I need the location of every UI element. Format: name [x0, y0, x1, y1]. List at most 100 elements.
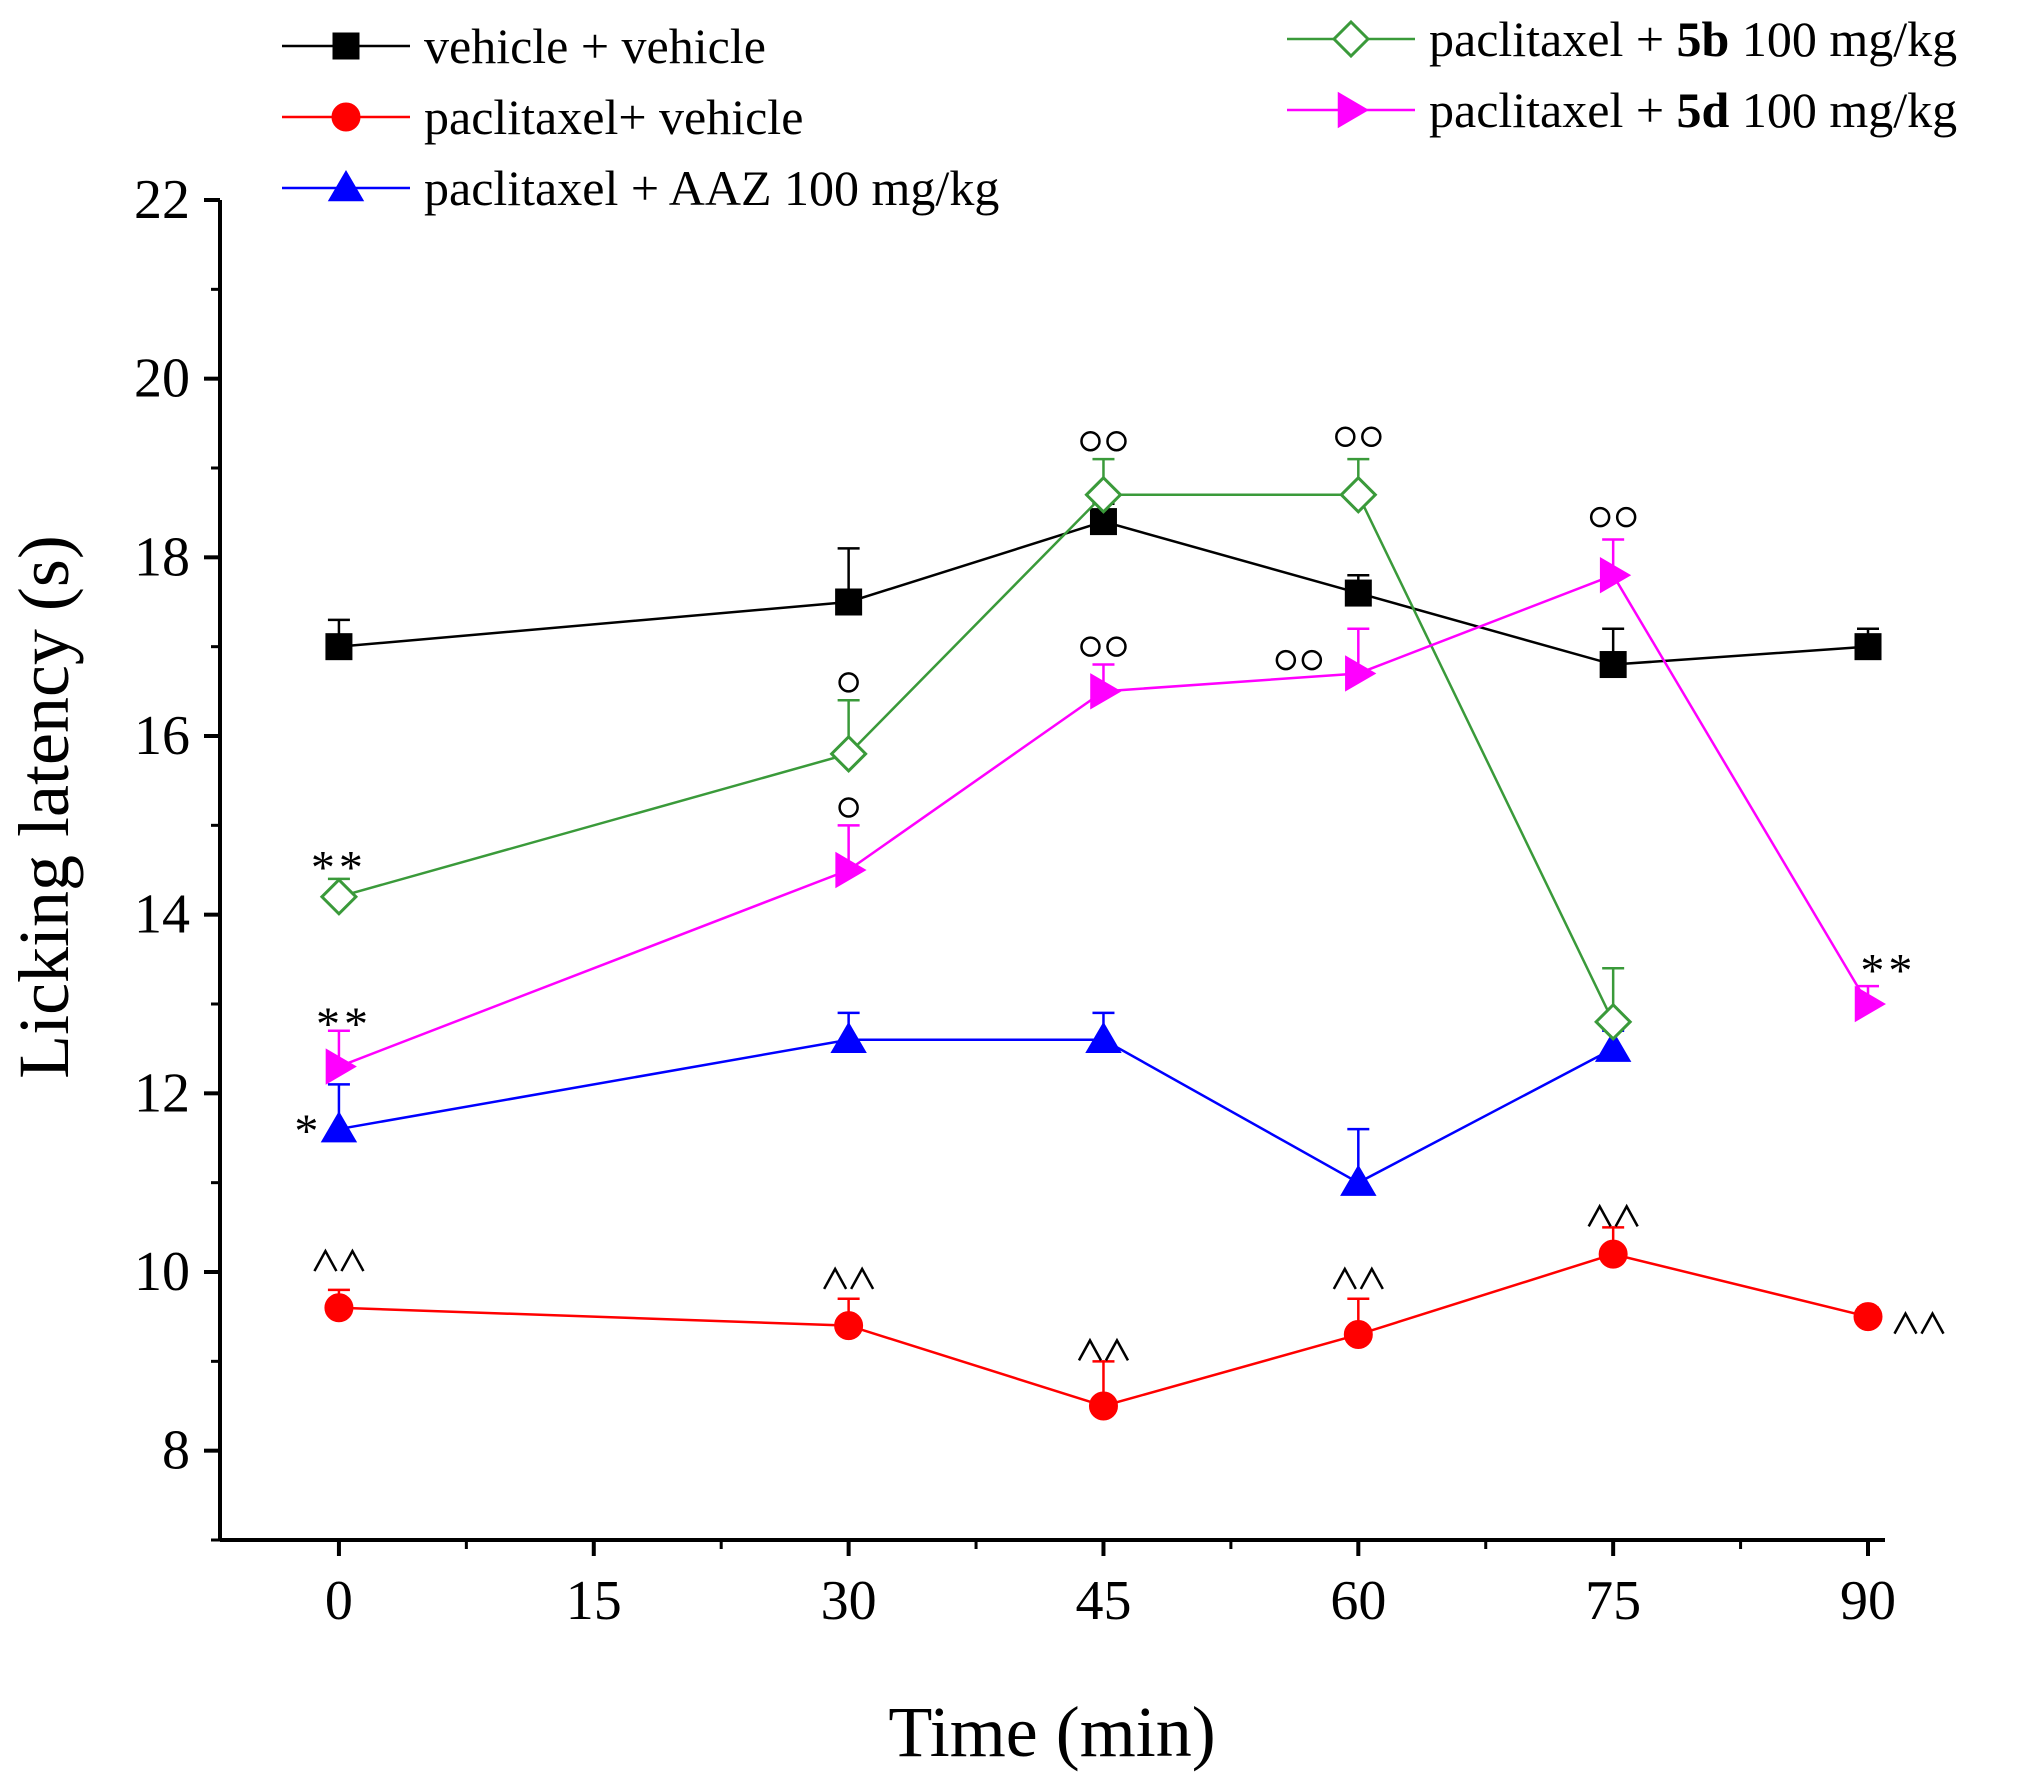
- legend-item-1: paclitaxel+ vehicle: [282, 89, 803, 145]
- circle-mark: [1275, 649, 1297, 671]
- legend-item-0: vehicle + vehicle: [282, 18, 766, 74]
- data-point: [1344, 579, 1372, 607]
- data-point: [830, 1021, 867, 1053]
- data-point: [331, 102, 361, 132]
- series-4: [325, 538, 1887, 1085]
- y-tick-label: 8: [162, 1420, 190, 1482]
- legend-item-2: paclitaxel + AAZ 100 mg/kg: [282, 160, 999, 216]
- caret-mark: [313, 1248, 338, 1272]
- circle-mark: [1589, 506, 1611, 528]
- y-axis-title: Licking latency (s): [4, 535, 84, 1079]
- circle-mark: [838, 672, 859, 693]
- series-3: [319, 457, 1633, 1041]
- x-tick-label: 15: [566, 1570, 622, 1632]
- data-point: [1090, 673, 1122, 710]
- caret-mark: [1077, 1337, 1103, 1362]
- circle-annotation: [1080, 636, 1127, 657]
- star-annotation: **: [311, 842, 367, 895]
- data-point: [1331, 19, 1371, 59]
- caret-annotation: [1077, 1337, 1130, 1362]
- circle-mark: [1615, 506, 1637, 528]
- data-point: [1343, 1320, 1373, 1350]
- caret-annotation: [313, 1248, 365, 1272]
- annotation-layer: *******: [294, 426, 1945, 1362]
- data-point: [1854, 985, 1887, 1023]
- data-point: [1340, 1164, 1377, 1196]
- circle-annotation: [838, 797, 859, 818]
- data-point: [325, 633, 353, 661]
- data-point: [829, 734, 868, 773]
- star-annotation: *: [294, 1105, 322, 1158]
- circle-annotation: [1589, 506, 1637, 528]
- circle-annotation: [1335, 426, 1382, 447]
- y-tick-label: 22: [134, 169, 190, 231]
- circle-mark: [1080, 430, 1101, 452]
- circle-mark: [1080, 636, 1101, 657]
- data-point: [1598, 1239, 1628, 1269]
- legend-label-text: paclitaxel+ vehicle: [424, 89, 803, 145]
- circle-annotation: [1080, 430, 1127, 452]
- caret-annotation: [823, 1266, 875, 1290]
- legend-label: paclitaxel + AAZ 100 mg/kg: [424, 160, 999, 216]
- caret-mark: [1359, 1266, 1384, 1290]
- legend-item-4: paclitaxel + 5d 100 mg/kg: [1287, 82, 1957, 138]
- caret-mark: [1920, 1311, 1945, 1335]
- y-tick-label: 20: [134, 348, 190, 410]
- series-line: [338, 573, 1870, 1068]
- legend-label-text: paclitaxel + AAZ 100 mg/kg: [424, 160, 999, 216]
- data-point: [320, 1111, 358, 1143]
- y-tick-label: 14: [134, 884, 190, 946]
- legend-item-3: paclitaxel + 5b 100 mg/kg: [1287, 11, 1957, 67]
- circle-annotation: [1275, 649, 1323, 671]
- data-point: [327, 170, 365, 202]
- data-point: [1599, 651, 1627, 679]
- star-annotation: **: [316, 998, 372, 1051]
- series-line: [338, 1038, 1614, 1185]
- caret-annotation: [1332, 1266, 1384, 1290]
- legend-label-bold: 5b: [1677, 11, 1730, 67]
- data-point: [1599, 556, 1632, 594]
- caret-mark: [850, 1266, 875, 1290]
- star-annotation: **: [1860, 944, 1916, 997]
- series-line: [338, 493, 1615, 1023]
- circle-mark: [1301, 649, 1323, 671]
- series-2: [320, 1011, 1632, 1196]
- caret-mark: [1104, 1337, 1130, 1362]
- legend-label-dose: 100 mg/kg: [1729, 82, 1957, 138]
- legend: vehicle + vehicle paclitaxel+ vehicle pacl…: [282, 11, 1957, 216]
- legend-label-text: paclitaxel +: [1429, 82, 1677, 138]
- data-point: [1594, 1030, 1632, 1062]
- data-point: [1853, 1302, 1883, 1332]
- caret-mark: [1587, 1203, 1612, 1228]
- caret-mark: [823, 1266, 848, 1290]
- caret-annotation: [1587, 1203, 1639, 1228]
- caret-mark: [1332, 1266, 1357, 1290]
- circle-mark: [838, 797, 859, 818]
- series-0: [325, 502, 1882, 679]
- legend-label-text: vehicle + vehicle: [424, 18, 766, 74]
- series-line: [338, 1252, 1869, 1408]
- circle-mark: [1106, 430, 1127, 452]
- data-point: [1854, 633, 1882, 661]
- axes: 8 10 12 14 16 18 20 22 0 15 30 45 60 75 90: [134, 169, 1896, 1632]
- y-tick-label: 16: [134, 705, 190, 767]
- data-point: [1337, 91, 1369, 129]
- x-tick-label: 90: [1840, 1570, 1896, 1632]
- legend-label-bold: 5d: [1677, 82, 1730, 138]
- data-point: [1594, 1002, 1633, 1041]
- data-point: [835, 851, 867, 889]
- data-point: [835, 588, 863, 616]
- caret-mark: [1614, 1203, 1639, 1228]
- data-point: [1085, 1021, 1122, 1053]
- circle-mark: [1335, 426, 1356, 447]
- x-tick-label: 0: [325, 1570, 353, 1632]
- legend-label: paclitaxel+ vehicle: [424, 89, 803, 145]
- x-tick-label: 60: [1330, 1570, 1386, 1632]
- data-point: [324, 1293, 354, 1323]
- circle-mark: [1361, 426, 1382, 447]
- y-tick-label: 10: [134, 1241, 190, 1303]
- circle-annotation: [838, 672, 859, 693]
- caret-mark: [340, 1248, 365, 1272]
- circle-mark: [1106, 636, 1127, 657]
